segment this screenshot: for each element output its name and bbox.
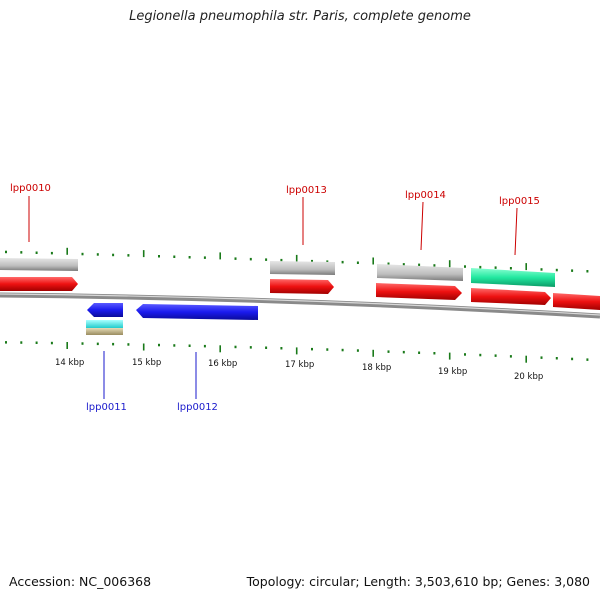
accession-text: Accession: NC_006368	[9, 574, 152, 589]
scale-label: 20 kbp	[514, 372, 543, 382]
gene-bar[interactable]	[0, 258, 78, 271]
genome-backbone-highlight	[0, 293, 600, 316]
scale-label: 16 kbp	[208, 359, 237, 369]
gene-label[interactable]: lpp0013	[286, 185, 327, 196]
cds-next[interactable]	[553, 293, 600, 310]
map-title: Legionella pneumophila str. Paris, compl…	[129, 9, 471, 24]
cds-lpp0015[interactable]	[471, 288, 551, 305]
cds-lpp0010[interactable]	[0, 277, 78, 291]
label-line	[514, 207, 518, 256]
scale-label: 18 kbp	[362, 363, 391, 373]
scale-label: 19 kbp	[438, 367, 467, 377]
genome-summary: Topology: circular; Length: 3,503,610 bp…	[246, 574, 590, 589]
cyan-feature[interactable]	[86, 320, 123, 328]
gene-label[interactable]: lpp0014	[405, 190, 446, 201]
cds-lpp0013[interactable]	[270, 279, 334, 294]
cds-lpp0014[interactable]	[376, 283, 462, 300]
gene-label[interactable]: lpp0015	[499, 196, 540, 207]
scale-label: 15 kbp	[132, 358, 161, 368]
scale-label: 14 kbp	[55, 358, 84, 368]
cds-lpp0011[interactable]	[87, 303, 123, 317]
scale-label: 17 kbp	[285, 360, 314, 370]
bottom-tick-row	[5, 341, 589, 363]
gene-bar[interactable]	[377, 264, 463, 281]
rna-bar[interactable]	[471, 268, 555, 287]
top-tick-row	[5, 247, 589, 273]
cds-lpp0012[interactable]	[136, 304, 258, 320]
gene-label[interactable]: lpp0011	[86, 402, 127, 413]
gene-label[interactable]: lpp0012	[177, 402, 218, 413]
genome-backbone	[0, 292, 600, 319]
gene-label[interactable]: lpp0010	[10, 183, 51, 194]
tan-feature[interactable]	[86, 328, 123, 335]
gene-bar[interactable]	[270, 261, 335, 275]
label-line	[420, 201, 424, 251]
